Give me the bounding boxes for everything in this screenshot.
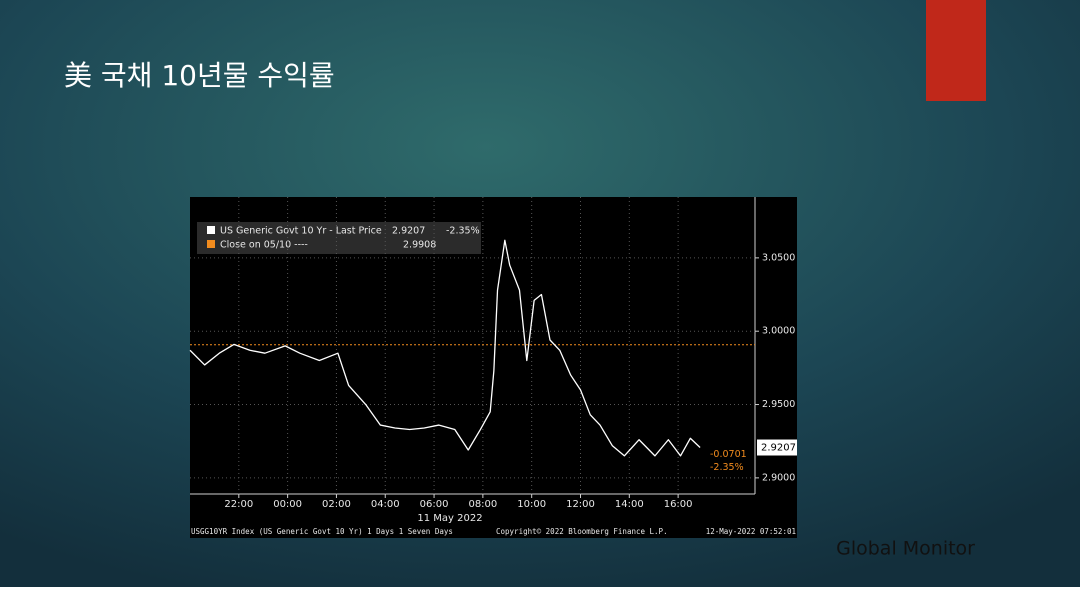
legend-price: 2.9207 xyxy=(392,226,425,237)
y-tick-label: 3.0500 xyxy=(762,252,795,263)
footer: USGG10YR Index (US Generic Govt 10 Yr) 1… xyxy=(191,527,453,536)
x-tick-label: 14:00 xyxy=(615,499,644,510)
y-tick-label: 2.9000 xyxy=(762,472,795,483)
x-tick-label: 08:00 xyxy=(468,499,497,510)
watermark: Global Monitor xyxy=(836,538,975,560)
x-axis-label: 11 May 2022 xyxy=(417,513,482,524)
x-tick-label: 02:00 xyxy=(322,499,351,510)
footer: Copyright© 2022 Bloomberg Finance L.P. xyxy=(496,527,668,536)
footer: 12-May-2022 07:52:01 xyxy=(706,527,796,536)
legend-price: 2.9908 xyxy=(403,240,436,251)
slide-title: 美 국채 10년물 수익률 xyxy=(64,59,335,92)
x-tick-label: 04:00 xyxy=(371,499,400,510)
x-tick-label: 10:00 xyxy=(517,499,546,510)
x-tick-label: 06:00 xyxy=(420,499,449,510)
change-label: -0.0701 xyxy=(710,449,747,460)
legend-label: US Generic Govt 10 Yr - Last Price xyxy=(220,226,382,237)
x-tick-label: 16:00 xyxy=(664,499,693,510)
x-tick-label: 22:00 xyxy=(224,499,253,510)
legend-label: Close on 05/10 ---- xyxy=(220,240,308,251)
price-line xyxy=(189,239,701,457)
y-tick-label: 2.9500 xyxy=(762,399,795,410)
legend-change: -2.35% xyxy=(446,226,480,237)
change-pct-label: -2.35% xyxy=(710,462,744,473)
y-tick-label: 3.0000 xyxy=(762,326,795,337)
last-price-box xyxy=(757,439,797,456)
accent-bar xyxy=(926,0,986,101)
legend-swatch xyxy=(207,226,215,234)
legend-swatch xyxy=(207,240,215,248)
x-tick-label: 12:00 xyxy=(566,499,595,510)
last-price-label: 2.9207 xyxy=(761,443,796,454)
x-tick-label: 00:00 xyxy=(273,499,302,510)
